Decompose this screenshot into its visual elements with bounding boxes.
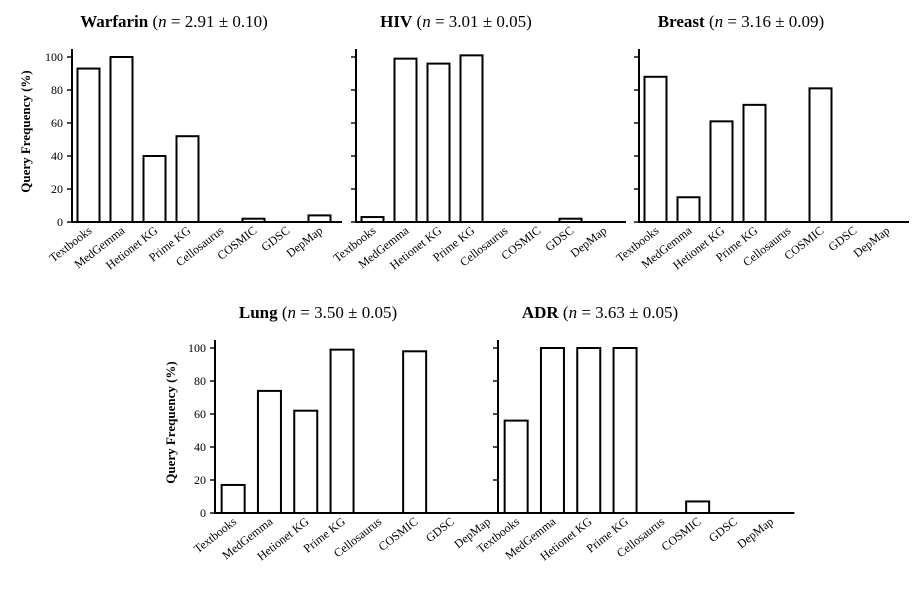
y-tick-label: 40 (194, 440, 206, 454)
x-tick-label: DepMap (568, 223, 610, 260)
y-tick-label: 80 (194, 374, 206, 388)
y-tick-label: 0 (200, 506, 206, 520)
chart-title: HIV (n = 3.01 ± 0.05) (380, 12, 532, 31)
chart-title-var: n (158, 12, 167, 31)
bar-prime-kg (612, 347, 638, 514)
chart-panel-adr: ADR (n = 3.63 ± 0.05)TextbooksMedGemmaHe… (474, 303, 795, 563)
bar-medgemma (676, 196, 701, 223)
y-tick-label: 100 (45, 50, 63, 64)
bar-textbooks (643, 75, 668, 223)
y-tick-label: 60 (51, 116, 63, 130)
bar-textbooks (503, 419, 529, 515)
x-tick-label: DepMap (284, 223, 326, 260)
chart-title-var: n (715, 12, 724, 31)
y-axis-label: Query Frequency (%) (163, 361, 178, 484)
bar-cosmic (808, 87, 833, 223)
y-tick-label: 80 (51, 83, 63, 97)
x-tick-label: COSMIC (659, 514, 704, 553)
bar-hetionet-kg (709, 120, 734, 223)
chart-title-name: ADR (522, 303, 560, 322)
bar-medgemma (393, 57, 418, 224)
chart-title: Lung (n = 3.50 ± 0.05) (239, 303, 397, 322)
y-tick-label: 20 (194, 473, 206, 487)
chart-title-name: Warfarin (80, 12, 149, 31)
x-tick-label: DepMap (734, 514, 776, 551)
x-tick-label: COSMIC (376, 514, 421, 553)
chart-title-name: Breast (658, 12, 705, 31)
bar-hetionet-kg (576, 347, 602, 514)
bar-cosmic (685, 500, 711, 515)
bar-medgemma (109, 56, 134, 223)
y-tick-label: 60 (194, 407, 206, 421)
bar-hetionet-kg (142, 155, 167, 223)
chart-title-open: ( (148, 12, 158, 31)
bar-medgemma (256, 389, 282, 514)
chart-title-var: n (422, 12, 431, 31)
chart-panel-lung: Lung (n = 3.50 ± 0.05) 0 20 40 60 80 100 Query … (163, 303, 512, 563)
y-tick-label: 40 (51, 149, 63, 163)
chart-title: Breast (n = 3.16 ± 0.09) (658, 12, 824, 31)
chart-panel-hiv: HIV (n = 3.01 ± 0.05)TextbooksMedGemmaHe… (330, 12, 626, 272)
chart-title-var: n (569, 303, 578, 322)
bar-cosmic (402, 350, 428, 514)
bar-prime-kg (175, 135, 200, 223)
bar-prime-kg (742, 103, 767, 223)
chart-title-name: HIV (380, 12, 413, 31)
chart-panel-breast: Breast (n = 3.16 ± 0.09)TextbooksMedGemm… (613, 12, 909, 272)
y-tick-label: 100 (188, 341, 206, 355)
bar-prime-kg (329, 348, 355, 514)
y-tick-label: 20 (51, 182, 63, 196)
chart-title-value: = 3.50 ± 0.05) (296, 303, 397, 322)
bar-medgemma (539, 347, 565, 514)
chart-title-open: ( (278, 303, 288, 322)
chart-title-open: ( (412, 12, 422, 31)
chart-title: Warfarin (n = 2.91 ± 0.10) (80, 12, 268, 31)
bar-hetionet-kg (426, 62, 451, 223)
chart-title-value: = 3.01 ± 0.05) (431, 12, 532, 31)
chart-title-open: ( (559, 303, 569, 322)
bar-hetionet-kg (293, 409, 319, 515)
bar-textbooks (220, 483, 246, 515)
chart-title: ADR (n = 3.63 ± 0.05) (522, 303, 678, 322)
chart-title-value: = 2.91 ± 0.10) (167, 12, 268, 31)
y-axis-label: Query Frequency (%) (18, 70, 33, 193)
y-tick-label: 0 (57, 215, 63, 229)
bar-textbooks (76, 67, 101, 223)
chart-title-value: = 3.16 ± 0.09) (723, 12, 824, 31)
chart-title-open: ( (705, 12, 715, 31)
bar-prime-kg (459, 54, 484, 223)
chart-title-value: = 3.63 ± 0.05) (577, 303, 678, 322)
chart-title-var: n (288, 303, 297, 322)
x-tick-label: DepMap (851, 223, 893, 260)
chart-title-name: Lung (239, 303, 278, 322)
chart-panel-warfarin: Warfarin (n = 2.91 ± 0.10) 0 20 40 60 80 100 Qu… (18, 12, 342, 272)
